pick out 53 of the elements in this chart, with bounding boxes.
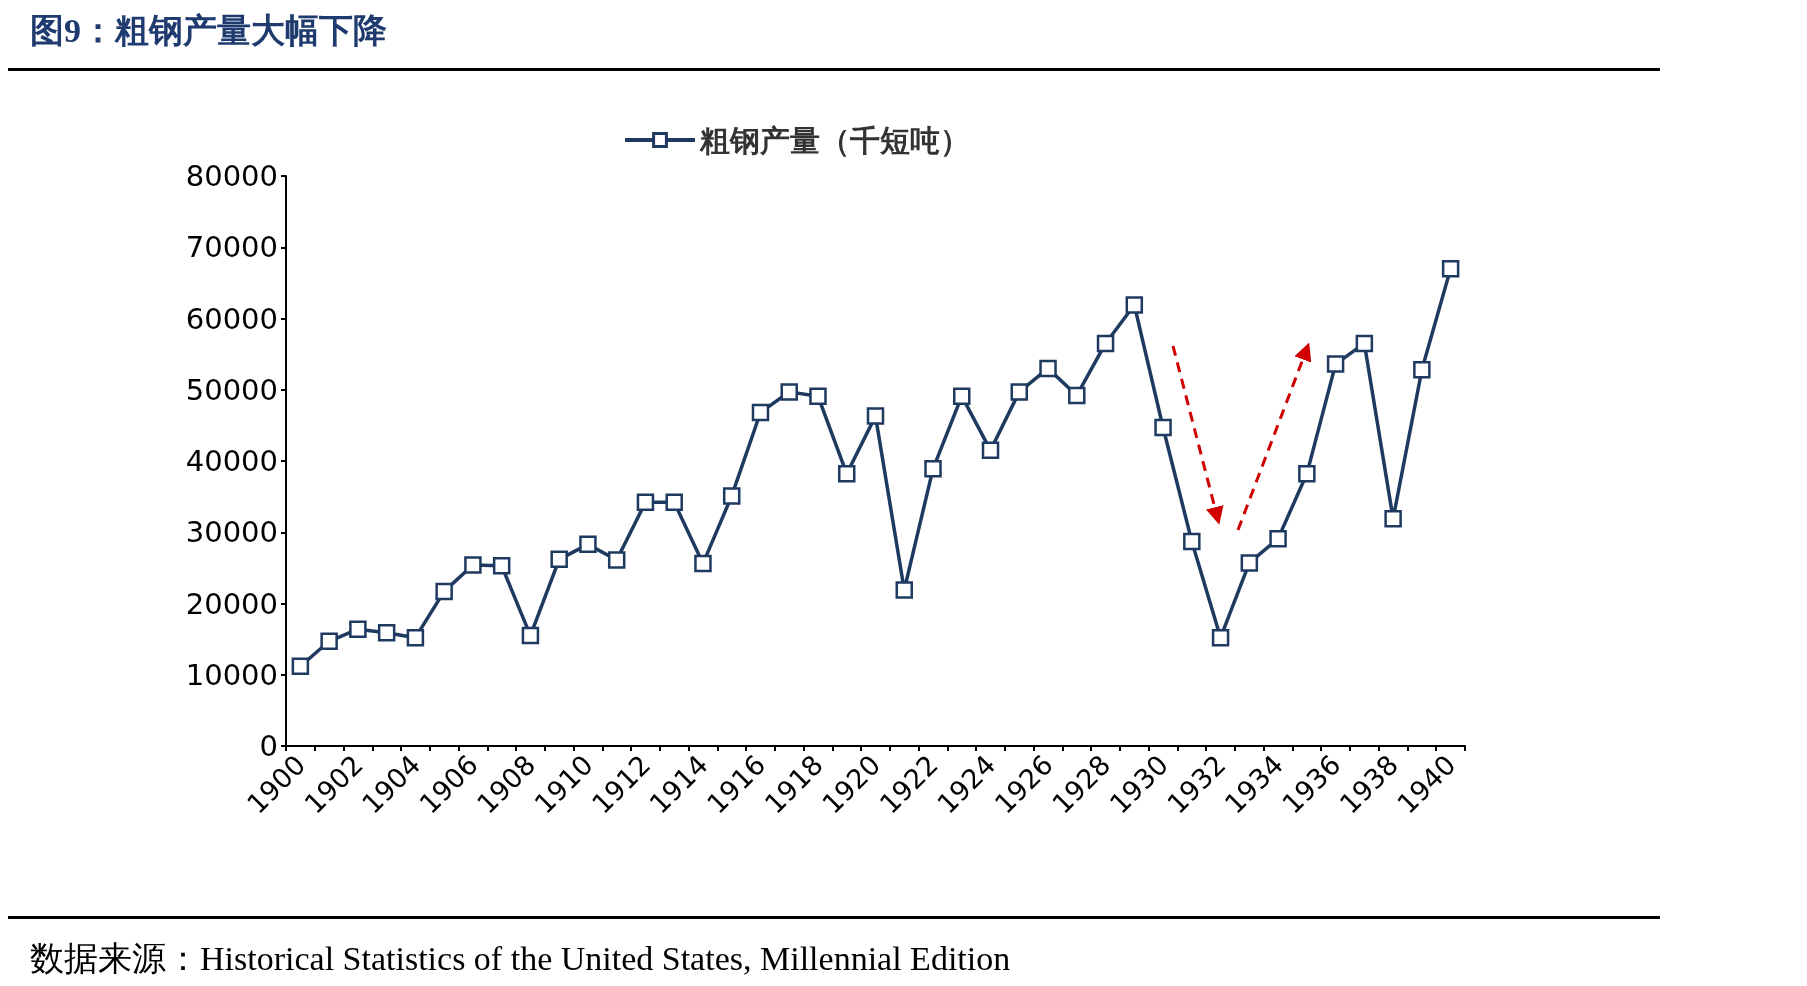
point	[1154, 418, 1172, 437]
point	[1269, 529, 1287, 548]
point	[550, 550, 568, 569]
point	[579, 535, 597, 554]
point	[722, 487, 741, 505]
point	[291, 657, 310, 675]
point	[1039, 359, 1057, 378]
point	[464, 556, 482, 574]
point	[320, 632, 338, 651]
point	[1096, 334, 1115, 353]
point	[1355, 334, 1374, 353]
y-tick-label: 70000	[185, 230, 278, 265]
point	[981, 441, 1000, 460]
y-tick-label: 60000	[185, 301, 278, 336]
y-tick-label: 50000	[185, 372, 278, 407]
y-tick-label: 20000	[185, 586, 278, 621]
point	[1068, 386, 1086, 405]
point	[1125, 296, 1144, 314]
point	[780, 383, 798, 401]
point	[492, 556, 511, 575]
point	[1384, 509, 1402, 528]
point	[377, 623, 396, 642]
point	[665, 493, 683, 512]
point	[1413, 361, 1431, 379]
point	[1441, 259, 1460, 278]
point	[607, 551, 626, 569]
source-note: 数据来源：Historical Statistics of the United States, Millennial Edition	[30, 939, 1011, 979]
y-tick-label: 40000	[185, 444, 278, 478]
point	[435, 582, 453, 601]
point	[1183, 532, 1201, 551]
point	[895, 581, 914, 599]
point	[1326, 355, 1345, 373]
point	[837, 465, 856, 483]
point	[1240, 554, 1259, 572]
point	[1211, 628, 1230, 647]
point	[751, 403, 770, 422]
y-tick-label: 80000	[185, 159, 278, 193]
point	[924, 460, 942, 478]
point	[636, 493, 655, 512]
point	[809, 387, 827, 405]
point	[521, 626, 540, 645]
point	[1298, 465, 1316, 483]
point	[866, 407, 885, 425]
y-tick-label: 30000	[185, 515, 278, 550]
chart-title: 图9：粗钢产量大幅下降	[30, 11, 387, 51]
point	[406, 628, 425, 647]
legend-label: 粗钢产量（千短吨）	[699, 123, 970, 157]
point	[1010, 383, 1029, 401]
point	[349, 620, 367, 638]
y-tick-label: 0	[259, 729, 278, 763]
point	[953, 387, 971, 405]
point	[694, 554, 712, 573]
y-tick-label: 10000	[185, 657, 278, 692]
